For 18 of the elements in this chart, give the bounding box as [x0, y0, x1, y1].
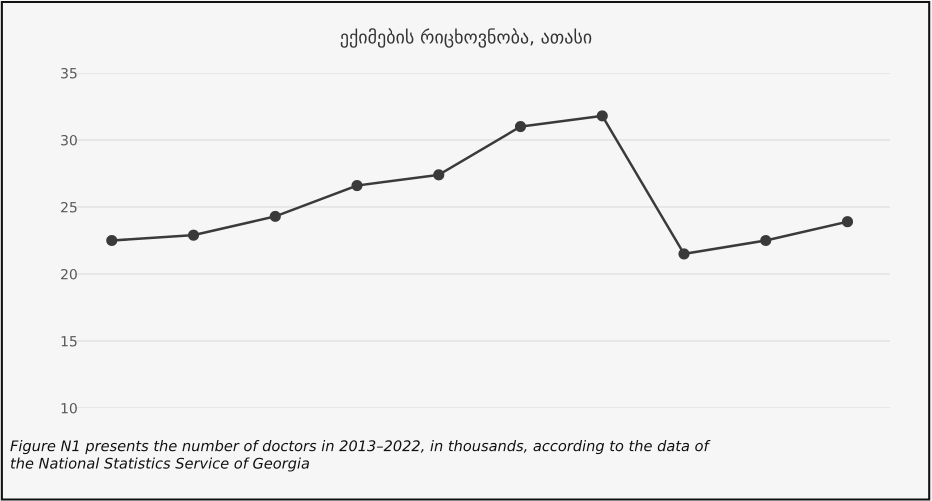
y-tick-label: 10 [62, 402, 77, 414]
point [106, 234, 118, 246]
caption: Figure N1 presents the number of doctors in 2013–2022, in thousands, according to the data of the National Statistics Service of Georgia [10, 440, 710, 472]
y-tick-label: 30 [61, 134, 77, 146]
point [188, 230, 200, 241]
point [433, 169, 444, 180]
point [596, 110, 608, 122]
point [760, 234, 772, 246]
point [270, 210, 281, 222]
point [678, 248, 690, 260]
y-tick-label: 25 [61, 202, 77, 212]
y-tick-label: 35 [61, 68, 77, 78]
y-tick-label: 15 [62, 336, 77, 346]
point [351, 180, 363, 192]
point [514, 121, 526, 132]
point [842, 216, 854, 228]
chart-title: ექიმების რიცხოვნობა, ათასი [340, 28, 592, 48]
y-tick-label: 20 [61, 268, 77, 280]
